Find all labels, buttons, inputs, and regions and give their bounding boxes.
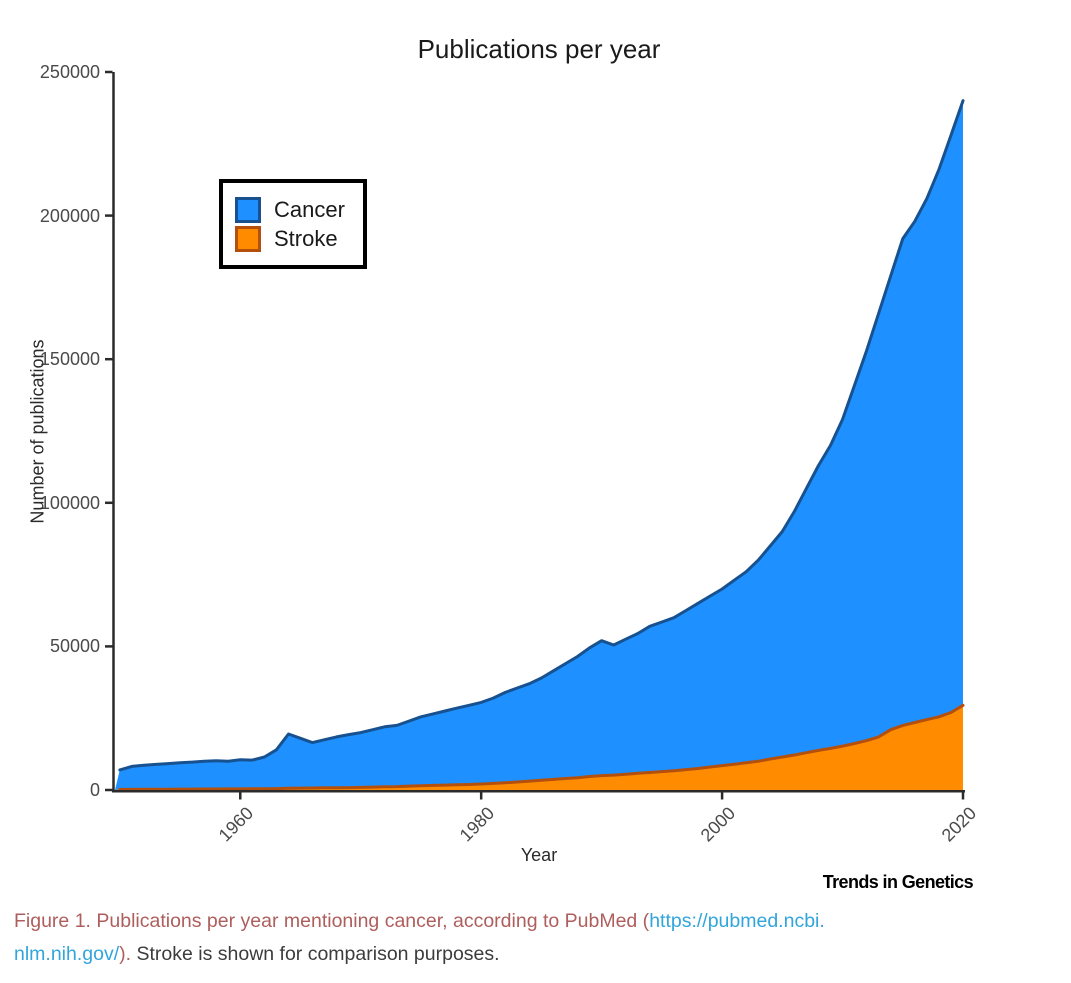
figure-caption: Figure 1. Publications per year mentioni… [14, 905, 1059, 971]
y-tick-label: 150000 [39, 349, 100, 370]
area-border-cancer [118, 99, 965, 772]
y-tick-label: 0 [89, 780, 100, 800]
legend-item-stroke: Stroke [235, 224, 345, 253]
y-tick-label: 200000 [39, 205, 100, 226]
caption-text-red: Figure 1. Publications per year mentioni… [14, 910, 650, 932]
chart-title: Publications per year [417, 34, 661, 64]
legend-label-stroke: Stroke [274, 225, 338, 251]
cancer-swatch-icon [235, 196, 261, 223]
pubmed-link-line1[interactable]: https://pubmed.ncbi. [649, 910, 825, 932]
y-tick-label: 50000 [49, 636, 100, 657]
y-tick-label: 100000 [39, 492, 100, 513]
caption-close-paren: ). [119, 943, 132, 965]
legend-box: Cancer Stroke [219, 179, 367, 269]
area-cancer [115, 100, 963, 790]
legend-item-cancer: Cancer [235, 195, 345, 224]
legend-label-cancer: Cancer [274, 196, 345, 222]
x-axis-title: Year [520, 845, 558, 865]
area-border-stroke [118, 703, 965, 791]
area-stroke [115, 705, 963, 790]
pubmed-link-line2[interactable]: nlm.nih.gov/ [14, 943, 120, 965]
stroke-swatch-icon [235, 225, 261, 252]
caption-text-dark: Stroke is shown for comparison purposes. [131, 943, 500, 965]
journal-branding: Trends in Genetics [822, 872, 974, 892]
publications-area-chart [105, 70, 965, 800]
y-axis-title: Number of publications [27, 339, 48, 524]
y-tick-label: 250000 [39, 62, 100, 82]
